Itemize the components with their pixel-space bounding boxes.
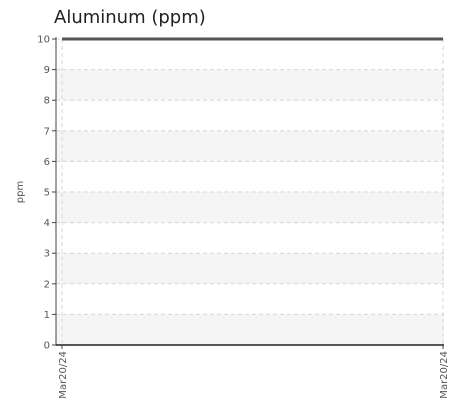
y-tick-label: 4 bbox=[44, 218, 50, 229]
chart-title: Aluminum (ppm) bbox=[54, 7, 206, 28]
y-tick-label: 10 bbox=[37, 35, 50, 46]
y-tick-label: 9 bbox=[44, 65, 50, 76]
y-tick-label: 7 bbox=[44, 126, 50, 137]
x-tick-label: Mar20/24 bbox=[439, 351, 449, 399]
y-tick-label: 8 bbox=[44, 96, 50, 107]
y-ticks: 0 1 2 3 4 5 6 7 8 9 10 bbox=[37, 35, 56, 352]
plot-band bbox=[56, 130, 444, 162]
plot-bands bbox=[56, 69, 444, 345]
y-axis-label: ppm bbox=[15, 181, 26, 203]
y-tick-label: 0 bbox=[44, 341, 50, 352]
plot-band bbox=[56, 192, 444, 223]
plot-band bbox=[56, 253, 444, 284]
axes bbox=[55, 37, 444, 346]
plot-band bbox=[56, 314, 444, 345]
y-tick-label: 3 bbox=[44, 249, 50, 260]
y-tick-label: 1 bbox=[44, 310, 50, 321]
y-tick-label: 6 bbox=[44, 157, 50, 168]
y-tick-label: 5 bbox=[44, 188, 50, 199]
x-ticks: Mar20/24 Mar20/24 bbox=[58, 345, 449, 399]
x-tick-label: Mar20/24 bbox=[58, 351, 69, 399]
y-tick-label: 2 bbox=[44, 279, 50, 290]
plot-band bbox=[56, 69, 444, 101]
